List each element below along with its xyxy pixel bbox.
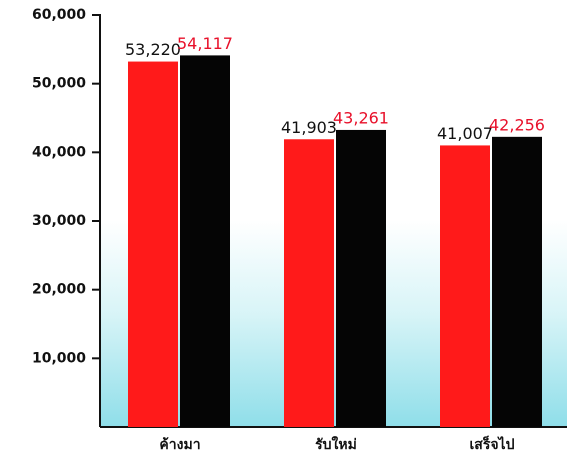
value-label: 41,007 [437,124,493,143]
y-tick-label: 60,000 [32,7,86,23]
x-tick-label: ค้างมา [159,437,200,453]
bar [284,139,334,428]
bar [180,55,230,427]
value-label: 42,256 [489,115,545,134]
value-label: 43,261 [333,108,389,127]
y-tick-label: 20,000 [32,282,86,298]
x-tick-label: เสร็จไป [470,435,515,453]
bar [440,145,490,428]
value-label: 53,220 [125,40,181,59]
x-tick-label: รับใหม่ [315,435,357,453]
value-label: 41,903 [281,118,337,137]
y-tick-label: 30,000 [32,213,86,229]
y-tick-label: 10,000 [32,350,86,366]
bar [336,129,386,427]
bar [492,136,542,427]
y-tick-label: 50,000 [32,76,86,92]
bar [128,61,178,427]
value-label: 54,117 [177,34,233,53]
y-tick-label: 40,000 [32,144,86,160]
